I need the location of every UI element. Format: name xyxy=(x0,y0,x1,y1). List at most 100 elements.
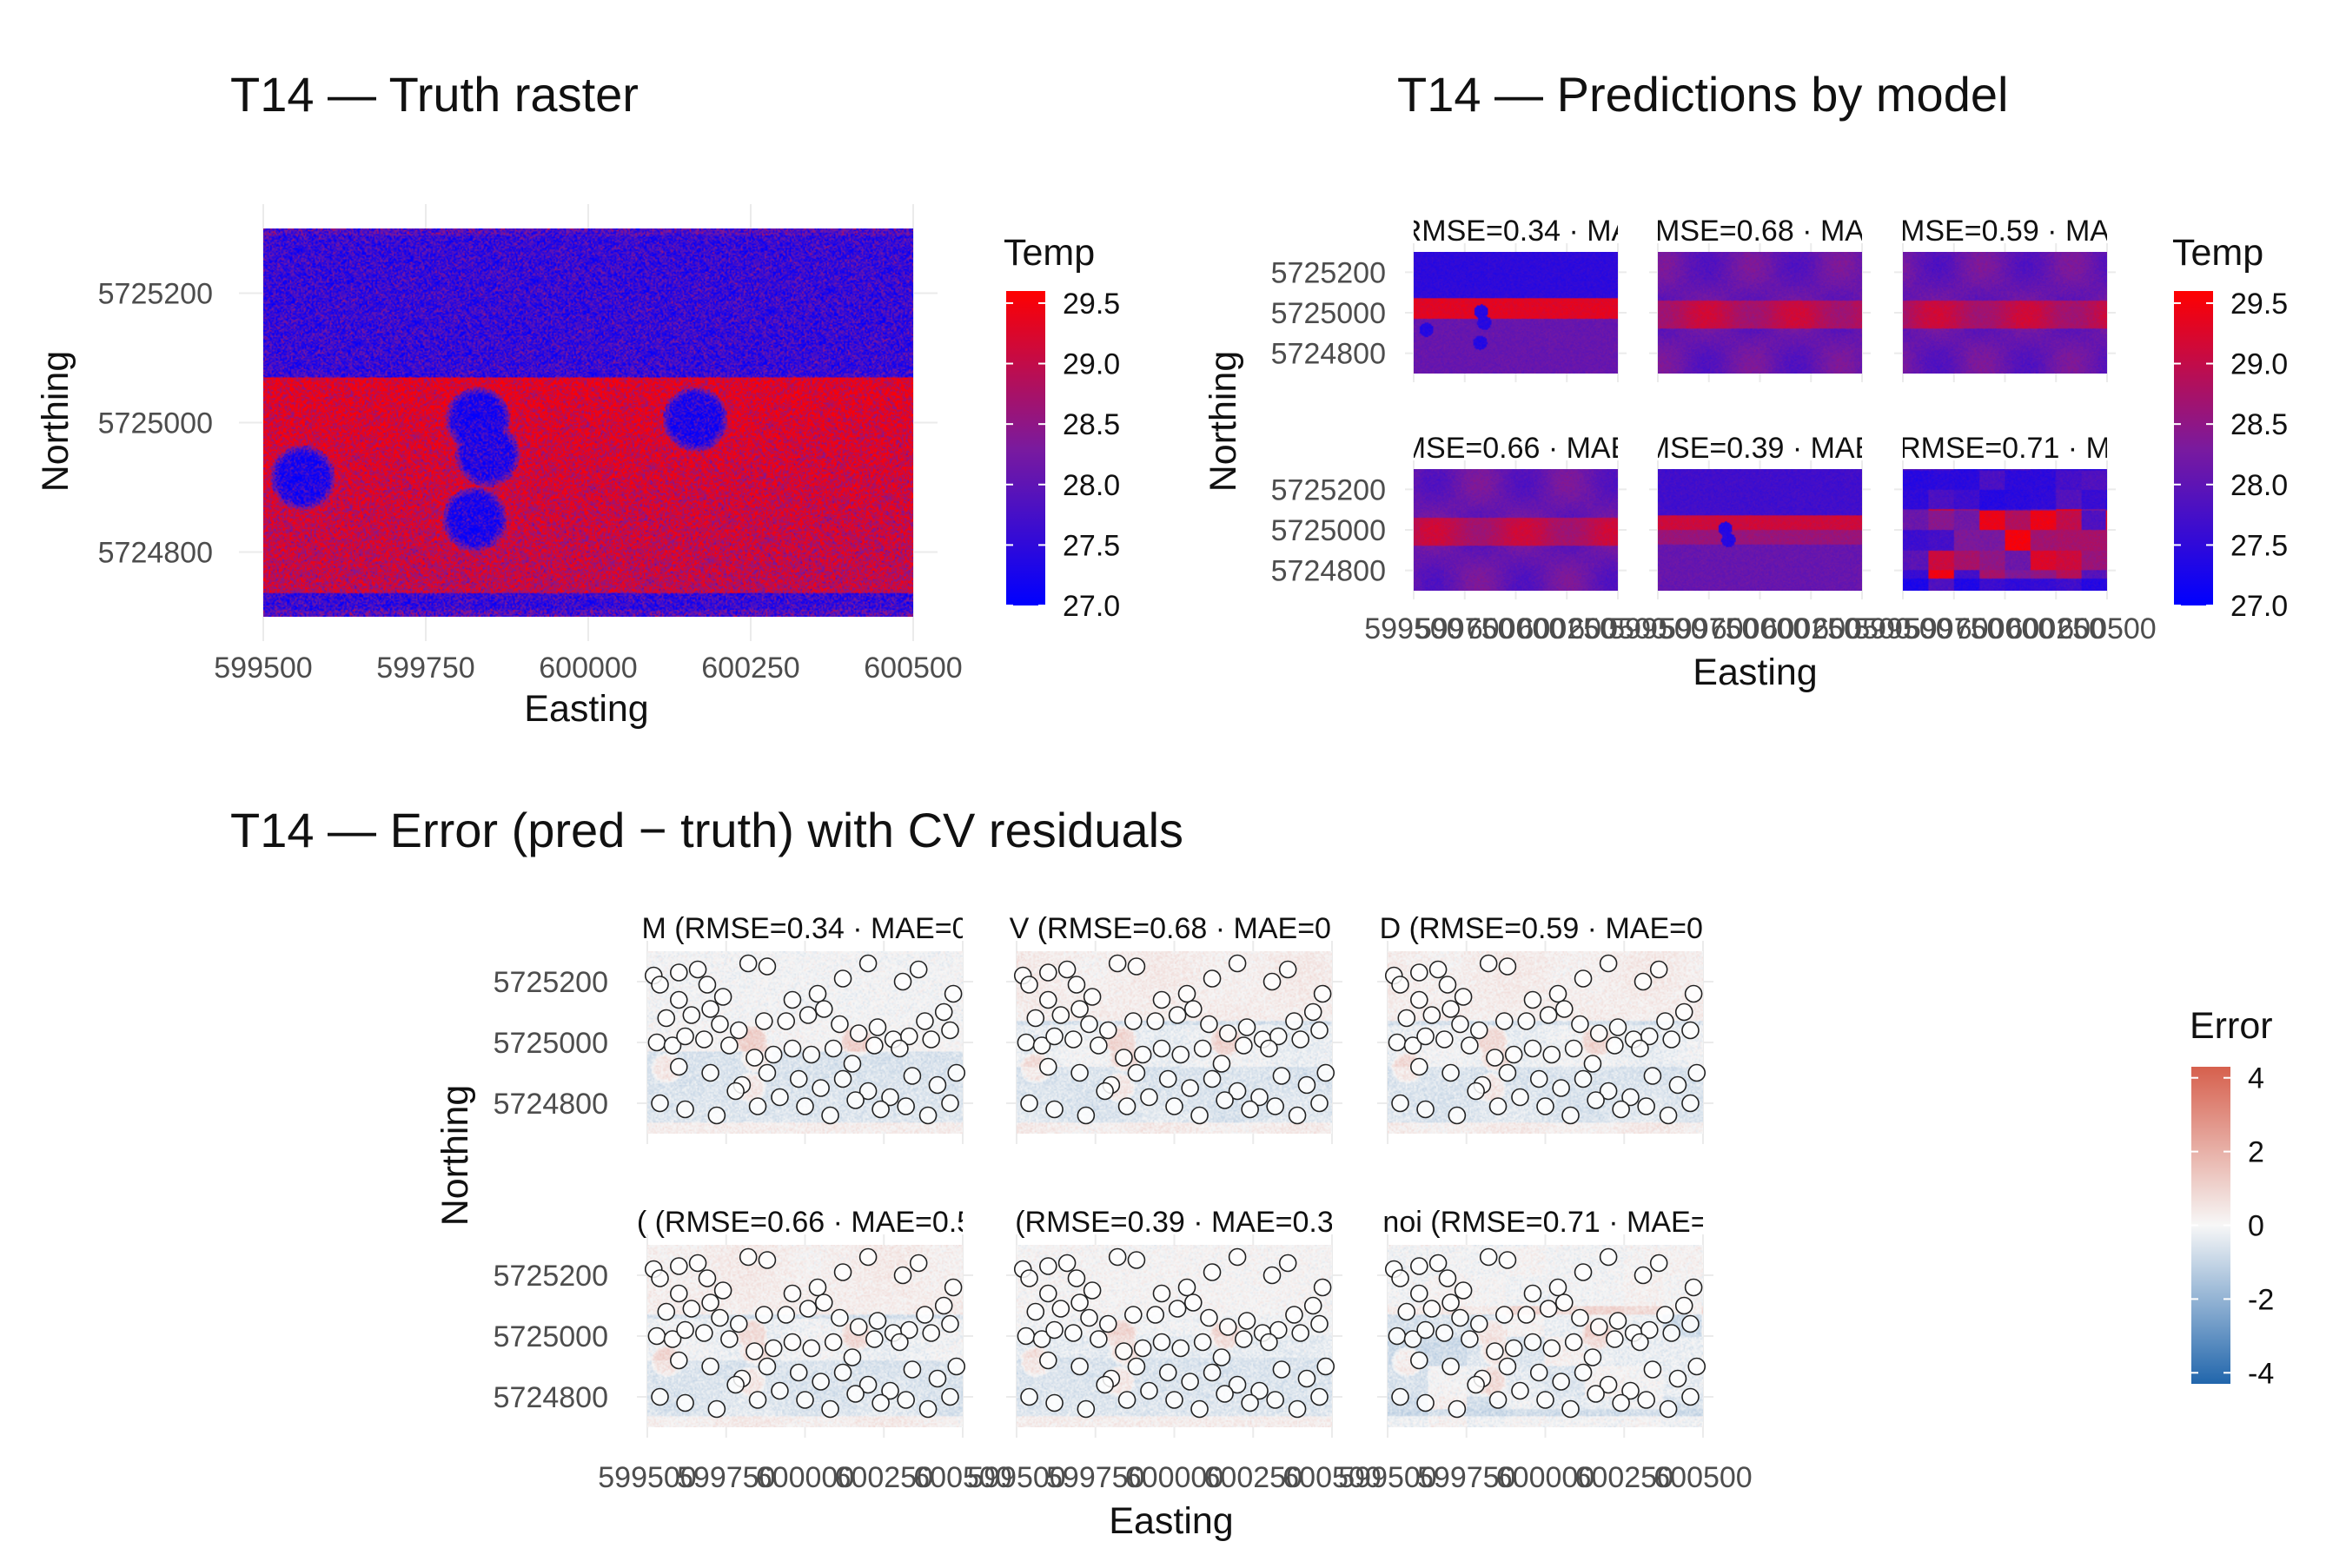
residual-point xyxy=(1422,1006,1441,1024)
residual-point xyxy=(1574,1069,1593,1088)
err-label: 0 xyxy=(2248,1210,2264,1243)
truth-x-tick: 600500 xyxy=(864,652,962,685)
residual-point xyxy=(1637,1097,1655,1115)
residual-point xyxy=(1552,1373,1570,1391)
residual-point xyxy=(1649,960,1668,979)
residual-point xyxy=(1285,1012,1303,1030)
residual-point xyxy=(881,1088,899,1107)
residual-point xyxy=(1511,1381,1529,1400)
residual-point xyxy=(1536,1097,1554,1115)
residual-point xyxy=(1495,1306,1514,1324)
residual-point xyxy=(916,1306,934,1324)
residual-point xyxy=(1574,1363,1593,1382)
residual-point xyxy=(1057,960,1077,979)
residual-point xyxy=(1631,1333,1649,1352)
residual-point xyxy=(831,1015,849,1034)
residual-point xyxy=(1681,1094,1700,1113)
residual-point xyxy=(1649,1254,1668,1273)
residual-point xyxy=(1216,1091,1234,1109)
residual-point xyxy=(1039,1057,1057,1076)
residual-point xyxy=(1127,1251,1146,1269)
residual-point xyxy=(647,1033,666,1052)
truth-colorbar xyxy=(1006,291,1045,605)
residual-point xyxy=(903,1067,922,1085)
error-x-tick: 600000 xyxy=(1125,1461,1223,1494)
error-y-axis-label: Northing xyxy=(434,1085,476,1227)
residual-point xyxy=(1539,1006,1558,1024)
residual-point xyxy=(947,1357,966,1376)
prediction-y-tick: 5725000 xyxy=(1271,514,1386,547)
pred-label: 27.5 xyxy=(2230,529,2288,562)
prediction-panel-2 xyxy=(1649,243,1871,382)
residual-point xyxy=(1416,1100,1435,1119)
residual-point xyxy=(1422,1300,1441,1318)
residual-point xyxy=(1479,954,1498,973)
residual-point xyxy=(1127,1357,1146,1376)
residual-point xyxy=(748,1391,767,1409)
residual-point xyxy=(1228,1375,1247,1394)
residual-point xyxy=(1158,1069,1177,1088)
prediction-panel-label: MSE=0.59 · MA xyxy=(1900,215,2110,248)
residual-point xyxy=(1032,1036,1051,1055)
prediction-x-tick: 600250 xyxy=(1762,612,1860,645)
residual-point xyxy=(1571,1015,1589,1034)
residual-point xyxy=(1262,1266,1282,1285)
residual-point xyxy=(1098,1021,1117,1040)
error-panel-2 xyxy=(1006,941,1342,1144)
residual-point xyxy=(1070,1063,1089,1082)
residual-point xyxy=(1218,1024,1237,1042)
residual-point xyxy=(1278,960,1297,979)
residual-point xyxy=(1656,1306,1674,1324)
residual-point xyxy=(802,1045,821,1064)
truth-x-tick: 600250 xyxy=(701,652,799,685)
error-x-tick: 600250 xyxy=(1204,1461,1302,1494)
prediction-x-tick: 600500 xyxy=(2058,612,2156,645)
error-y-tick: 5725200 xyxy=(494,966,608,999)
prediction-x-tick: 599500 xyxy=(1364,612,1462,645)
residual-point xyxy=(676,1320,694,1340)
residual-point xyxy=(1266,1097,1284,1115)
residual-point xyxy=(1542,1339,1561,1358)
residual-point xyxy=(695,1030,713,1049)
truth-y-axis-label: Northing xyxy=(35,351,76,493)
prediction-x-tick: 600500 xyxy=(1813,612,1911,645)
residual-point xyxy=(669,1351,688,1370)
residual-point xyxy=(1228,954,1247,973)
residual-point xyxy=(1039,990,1057,1009)
residual-point xyxy=(1640,1320,1659,1340)
predictions-plot-title: T14 — Predictions by model xyxy=(1397,67,2008,122)
residual-point xyxy=(1599,1082,1618,1101)
predictions-legend-title: Temp xyxy=(2172,232,2263,274)
residual-point xyxy=(871,1393,890,1413)
residual-point xyxy=(1523,990,1542,1009)
residual-point xyxy=(1410,963,1428,982)
residual-point xyxy=(1124,1306,1143,1324)
error-panel-label: M (RMSE=0.34 · MAE=0 xyxy=(641,912,968,945)
residual-point xyxy=(1441,1357,1460,1376)
residual-point xyxy=(1262,972,1282,991)
residual-point xyxy=(1612,1393,1630,1413)
error-plot: T14 — Error (pred − truth) with CV resid… xyxy=(230,803,2274,1542)
error-y-tick: 5725000 xyxy=(494,1027,608,1060)
residual-point xyxy=(783,1039,802,1058)
residual-point xyxy=(758,1063,777,1082)
prediction-y-tick: 5724800 xyxy=(1271,338,1386,371)
residual-point xyxy=(831,1308,849,1327)
residual-point xyxy=(726,1082,745,1101)
residual-point xyxy=(941,1021,959,1040)
residual-point xyxy=(1045,1393,1064,1413)
error-x-axis-label: Easting xyxy=(1109,1500,1233,1542)
err-label: -2 xyxy=(2248,1283,2274,1316)
residual-point xyxy=(1438,976,1457,994)
pred-legend: 29.5 29.0 28.5 28.0 27.5 27.0 xyxy=(2174,288,2288,623)
residual-point xyxy=(1643,1360,1662,1379)
residual-point xyxy=(1158,1363,1177,1382)
err-label: -4 xyxy=(2248,1357,2274,1390)
residual-point xyxy=(1461,1330,1479,1348)
residual-point xyxy=(934,1002,953,1022)
residual-point xyxy=(707,1106,726,1125)
residual-point xyxy=(1583,1055,1602,1073)
residual-point xyxy=(1064,1324,1083,1342)
prediction-panel-6-raster xyxy=(1903,469,2107,591)
